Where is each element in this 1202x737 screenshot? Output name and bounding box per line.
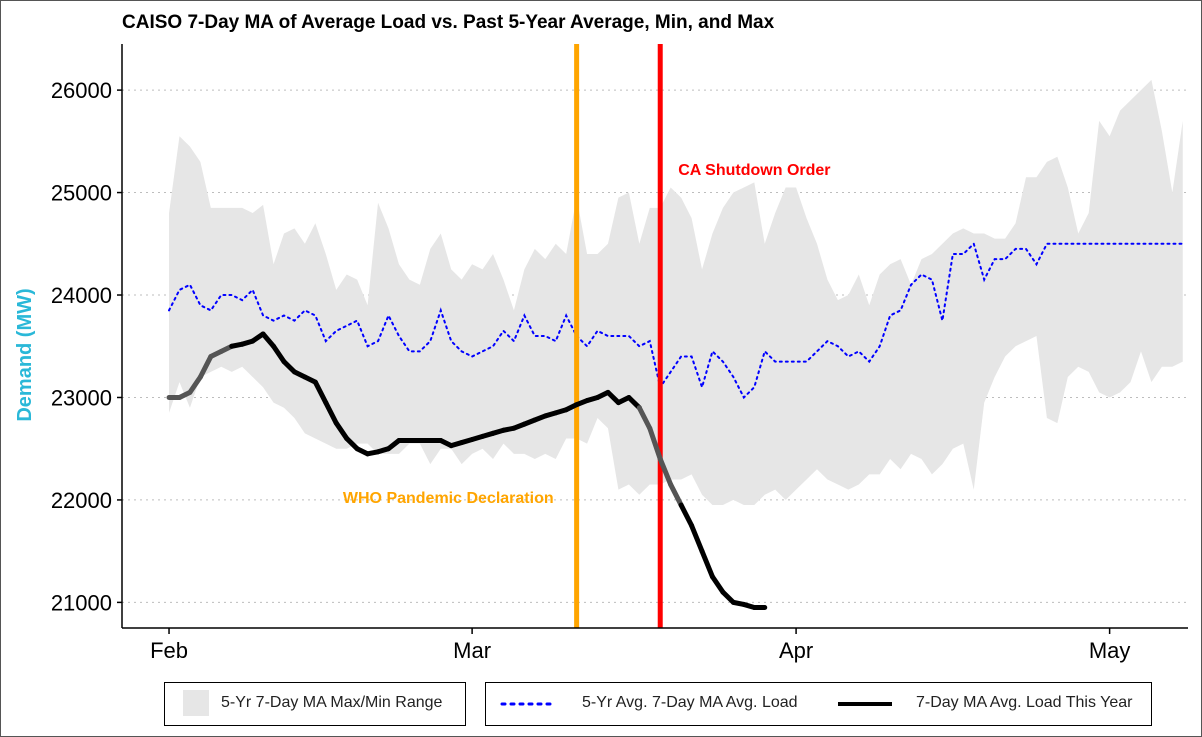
this-year-segment bbox=[323, 400, 339, 426]
x-tick-label: May bbox=[1089, 638, 1131, 663]
y-axis-label: Demand (MW) bbox=[14, 288, 36, 421]
this-year-segment bbox=[187, 374, 203, 395]
x-tick-label: Mar bbox=[453, 638, 491, 663]
annotation-lines bbox=[574, 44, 663, 628]
annotation-label-who: WHO Pandemic Declaration bbox=[343, 490, 554, 507]
x-ticks: Feb Mar Apr May bbox=[150, 628, 1130, 663]
x-tick-label: Apr bbox=[779, 638, 813, 663]
this-year-line-layer bbox=[166, 331, 768, 611]
y-tick-label: 24000 bbox=[51, 283, 112, 308]
this-year-segment bbox=[636, 405, 653, 431]
chart-title: CAISO 7-Day MA of Average Load vs. Past … bbox=[122, 12, 775, 33]
this-year-segment bbox=[647, 425, 663, 462]
range-ribbon-layer bbox=[169, 79, 1183, 506]
axes bbox=[121, 44, 1188, 629]
this-year-segment bbox=[668, 482, 684, 508]
this-year-segment bbox=[699, 548, 715, 580]
annotation-label-ca: CA Shutdown Order bbox=[678, 162, 830, 179]
y-tick-label: 22000 bbox=[51, 488, 112, 513]
y-ticks: 21000 22000 23000 24000 25000 26000 bbox=[51, 78, 122, 615]
legend-avg-swatch bbox=[500, 702, 558, 706]
this-year-segment bbox=[260, 331, 277, 349]
this-year-segment bbox=[333, 420, 350, 441]
legend-range-label: 5-Yr 7-Day MA Max/Min Range bbox=[221, 694, 443, 711]
legend-this-year-label: 7-Day MA Avg. Load This Year bbox=[916, 694, 1133, 711]
y-tick-label: 26000 bbox=[51, 78, 112, 103]
legend-this-year-swatch bbox=[838, 702, 892, 706]
avg-line-layer bbox=[168, 241, 1184, 400]
avg-line bbox=[168, 241, 1184, 400]
this-year-segment bbox=[271, 343, 287, 365]
y-tick-label: 25000 bbox=[51, 181, 112, 206]
x-tick-label: Feb bbox=[150, 638, 188, 663]
this-year-segment bbox=[197, 353, 214, 380]
this-year-segment bbox=[689, 523, 705, 554]
this-year-segment bbox=[312, 379, 329, 406]
y-tick-label: 21000 bbox=[51, 590, 112, 615]
y-tick-label: 23000 bbox=[51, 385, 112, 410]
this-year-segment bbox=[678, 502, 695, 529]
this-year-segment bbox=[657, 456, 674, 488]
legend-lines-box: 5-Yr Avg. 7-Day MA Avg. Load 7-Day MA Av… bbox=[485, 682, 1152, 726]
legend-avg-label: 5-Yr Avg. 7-Day MA Avg. Load bbox=[582, 694, 798, 711]
annotation-labels: WHO Pandemic Declaration CA Shutdown Orde… bbox=[343, 162, 831, 507]
legend-range-swatch bbox=[183, 690, 209, 716]
range-ribbon bbox=[169, 79, 1183, 506]
this-year-segment bbox=[709, 574, 726, 595]
legend-range-box: 5-Yr 7-Day MA Max/Min Range bbox=[164, 682, 466, 726]
